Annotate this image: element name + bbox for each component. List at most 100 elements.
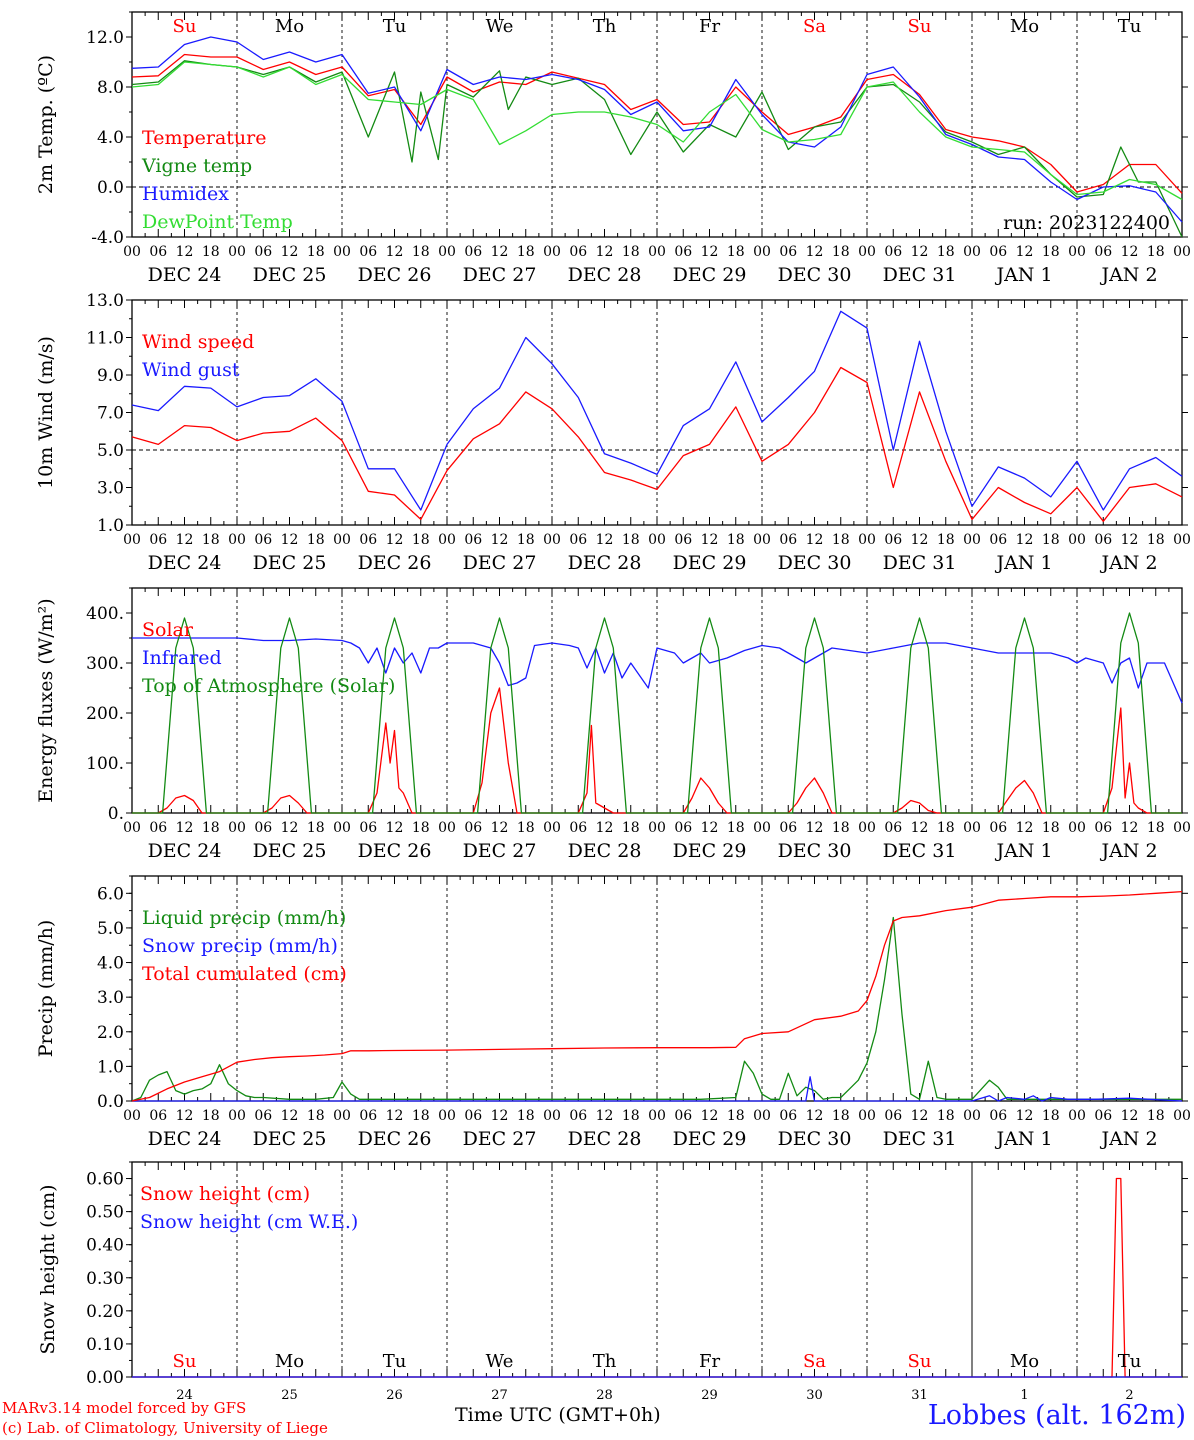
day-label: DEC 27 [463,552,537,574]
day-label: DEC 25 [253,840,327,862]
hour-label: 00 [1068,532,1086,548]
hour-label: 12 [806,244,824,260]
hour-label: 00 [1173,244,1191,260]
weekday-label: Mo [1010,1351,1039,1372]
hour-label: 00 [648,244,666,260]
day-label: DEC 30 [778,1128,852,1150]
hour-label: 12 [1016,1108,1034,1124]
weekday-label: Sa [803,1351,826,1372]
hour-label: 06 [254,1108,272,1124]
hour-label: 12 [1121,1108,1139,1124]
legend-entry: Liquid precip (mm/h) [142,907,346,929]
day-label: DEC 24 [148,840,222,862]
hour-label: 18 [622,244,640,260]
hour-label: 18 [517,820,535,836]
weekday-label: Th [593,16,617,37]
hour-label: 12 [281,532,299,548]
hour-label: 06 [359,1108,377,1124]
hour-label: 18 [1042,532,1060,548]
y-tick-label: 0.20 [86,1302,124,1322]
hour-label: 06 [884,244,902,260]
y-tick-label: 200. [86,704,124,724]
hour-label: 06 [779,1108,797,1124]
weekday-label: Tu [1118,16,1142,37]
hour-label: 00 [963,532,981,548]
hour-label: 00 [858,532,876,548]
hour-label: 00 [123,820,141,836]
y-tick-label: 11.0 [86,329,124,349]
hour-label: 00 [438,532,456,548]
hour-label: 06 [1094,532,1112,548]
hour-label: 18 [832,1108,850,1124]
series-line-temperature [131,53,1183,194]
hour-label: 12 [491,244,509,260]
weekday-label: Mo [275,1351,304,1372]
hour-label: 12 [386,532,404,548]
hour-label: 00 [753,820,771,836]
day-label: DEC 29 [673,840,747,862]
hour-label: 18 [832,820,850,836]
hour-label: 00 [753,532,771,548]
y-tick-label: 1.0 [97,1057,124,1077]
weekday-label: We [486,1351,514,1372]
hour-label: 06 [359,244,377,260]
day-label: JAN 2 [1099,1128,1157,1150]
plot-frame [131,299,1183,526]
legend-entry: Infrared [142,647,222,669]
legend-entry: DewPoint Temp [142,211,293,233]
hour-label: 06 [254,244,272,260]
y-tick-label: 0. [108,804,124,824]
hour-label: 06 [674,244,692,260]
y-tick-label: 7.0 [97,404,124,424]
hour-label: 00 [858,1108,876,1124]
y-tick-label: 12.0 [86,28,124,48]
hour-label: 12 [701,244,719,260]
y-tick-label: 400. [86,604,124,624]
y-axis-label: Snow height (cm) [37,1184,59,1354]
day-label: JAN 2 [1099,264,1157,286]
y-tick-label: 13.0 [86,291,124,311]
hour-label: 18 [727,1108,745,1124]
weekday-label: Fr [699,16,720,37]
hour-label: 06 [1094,1108,1112,1124]
hour-label: 18 [1042,820,1060,836]
hour-label: 12 [911,1108,929,1124]
day-label: DEC 30 [778,840,852,862]
hour-label: 06 [884,1108,902,1124]
hour-label: 12 [701,820,719,836]
hour-label: 06 [464,820,482,836]
day-label: JAN 2 [1099,840,1157,862]
hour-label: 18 [202,1108,220,1124]
copyright-line: (c) Lab. of Climatology, University of L… [2,1419,328,1437]
hour-label: 00 [438,820,456,836]
day-number-label: 27 [491,1388,508,1403]
hour-label: 18 [1147,244,1165,260]
hour-label: 06 [779,820,797,836]
hour-label: 00 [858,820,876,836]
hour-label: 18 [937,532,955,548]
day-label: DEC 28 [568,552,642,574]
y-axis-label: 2m Temp. (ºC) [35,55,57,194]
day-number-label: 29 [701,1388,718,1403]
hour-label: 06 [254,820,272,836]
series-line-wind-gust [131,310,1183,511]
legend-entry: Snow height (cm) [140,1183,310,1205]
hour-label: 06 [149,1108,167,1124]
y-tick-label: 5.0 [97,441,124,461]
hour-label: 06 [779,532,797,548]
series-line-humidex [131,36,1183,223]
series-line-dewpoint-temp [131,61,1183,201]
hour-label: 00 [648,532,666,548]
day-label: DEC 30 [778,264,852,286]
legend-entry: Wind speed [142,331,254,353]
day-label: DEC 24 [148,264,222,286]
hour-label: 00 [333,820,351,836]
hour-label: 18 [1147,820,1165,836]
hour-label: 12 [386,1108,404,1124]
day-label: DEC 29 [673,264,747,286]
weekday-label: Su [908,1351,932,1372]
hour-label: 18 [307,532,325,548]
y-tick-label: -4.0 [91,228,124,248]
day-label: DEC 27 [463,1128,537,1150]
